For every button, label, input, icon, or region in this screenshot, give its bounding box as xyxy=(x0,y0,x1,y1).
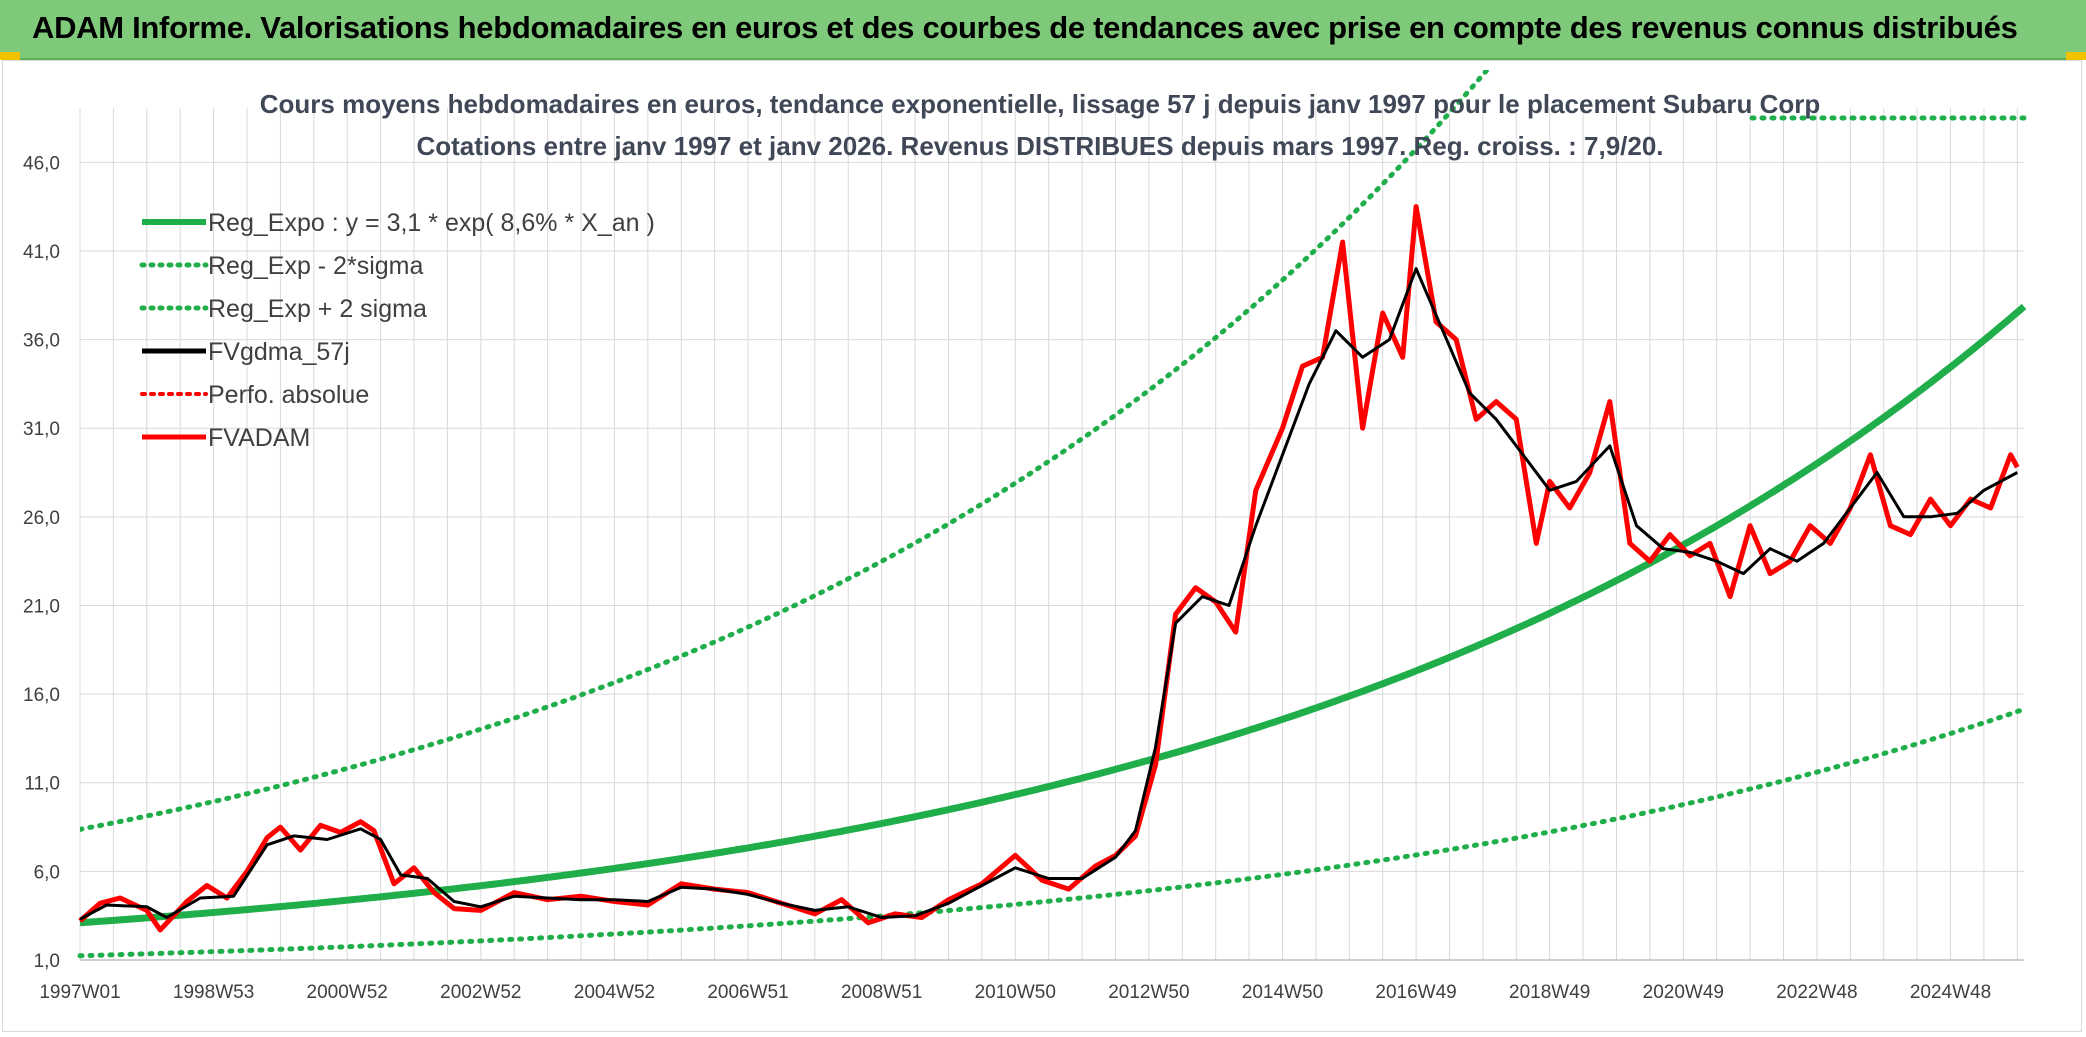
y-tick-label: 1,0 xyxy=(34,951,60,972)
legend-label-reg-plus: Reg_Exp + 2 sigma xyxy=(208,295,427,323)
reg-exp-minus-2sigma-line xyxy=(77,706,2027,959)
x-tick-label: 2022W48 xyxy=(1776,982,1857,1003)
axis-ticks: 1,0 6,0 11,0 16,0 21,0 26,0 31,0 36,0 41,0 46,0 19… xyxy=(23,153,1991,1003)
y-tick-label: 36,0 xyxy=(23,331,60,352)
chart-title-line1: Cours moyens hebdomadaires en euros, ten… xyxy=(260,89,1820,119)
reg-expo-line xyxy=(79,303,2027,927)
x-tick-label: 2018W49 xyxy=(1509,982,1590,1003)
x-tick-label: 1997W01 xyxy=(39,982,120,1003)
corner-accent-right xyxy=(2066,52,2086,60)
x-tick-label: 2004W52 xyxy=(574,982,655,1003)
legend-label-perfo: Perfo. absolue xyxy=(208,381,369,409)
x-tick-label: 2000W52 xyxy=(307,982,388,1003)
legend-label-reg-minus: Reg_Exp - 2*sigma xyxy=(208,252,423,280)
x-tick-label: 1998W53 xyxy=(173,982,254,1003)
reg-exp-plus-2sigma-line xyxy=(80,70,1491,832)
x-tick-label: 2014W50 xyxy=(1242,982,1323,1003)
legend-label-reg-expo: Reg_Expo : y = 3,1 * exp( 8,6% * X_an ) xyxy=(208,209,655,237)
chart-frame xyxy=(2,60,2082,1032)
fvgdma-57j-line xyxy=(79,267,2019,921)
x-tick-label: 2006W51 xyxy=(707,982,788,1003)
x-tick-label: 2020W49 xyxy=(1643,982,1724,1003)
legend-label-fvadam: FVADAM xyxy=(208,424,310,452)
y-tick-label: 11,0 xyxy=(24,774,60,795)
x-tick-label: 2016W49 xyxy=(1375,982,1456,1003)
y-tick-label: 26,0 xyxy=(23,508,60,529)
report-title: ADAM Informe. Valorisations hebdomadaire… xyxy=(32,10,2018,45)
x-tick-label: 2002W52 xyxy=(440,982,521,1003)
y-tick-label: 41,0 xyxy=(23,242,60,263)
chart-title-line2: Cotations entre janv 1997 et janv 2026. … xyxy=(416,131,1663,161)
x-tick-label: 2010W50 xyxy=(975,982,1056,1003)
y-tick-label: 31,0 xyxy=(23,419,60,440)
corner-accent-left xyxy=(0,52,20,60)
legend-label-gdma: FVgdma_57j xyxy=(208,338,350,366)
series-layer xyxy=(77,70,2027,959)
chart-legend: Reg_Expo : y = 3,1 * exp( 8,6% * X_an ) … xyxy=(139,209,655,452)
y-tick-label: 16,0 xyxy=(23,685,60,706)
y-tick-label: 46,0 xyxy=(23,153,60,174)
report-banner: ADAM Informe. Valorisations hebdomadaire… xyxy=(0,0,2086,60)
x-tick-label: 2024W48 xyxy=(1910,982,1991,1003)
y-tick-label: 6,0 xyxy=(34,862,60,883)
y-tick-label: 21,0 xyxy=(23,596,60,617)
grid-lines xyxy=(79,108,2024,961)
x-tick-label: 2008W51 xyxy=(841,982,922,1003)
x-tick-label: 2012W50 xyxy=(1108,982,1189,1003)
